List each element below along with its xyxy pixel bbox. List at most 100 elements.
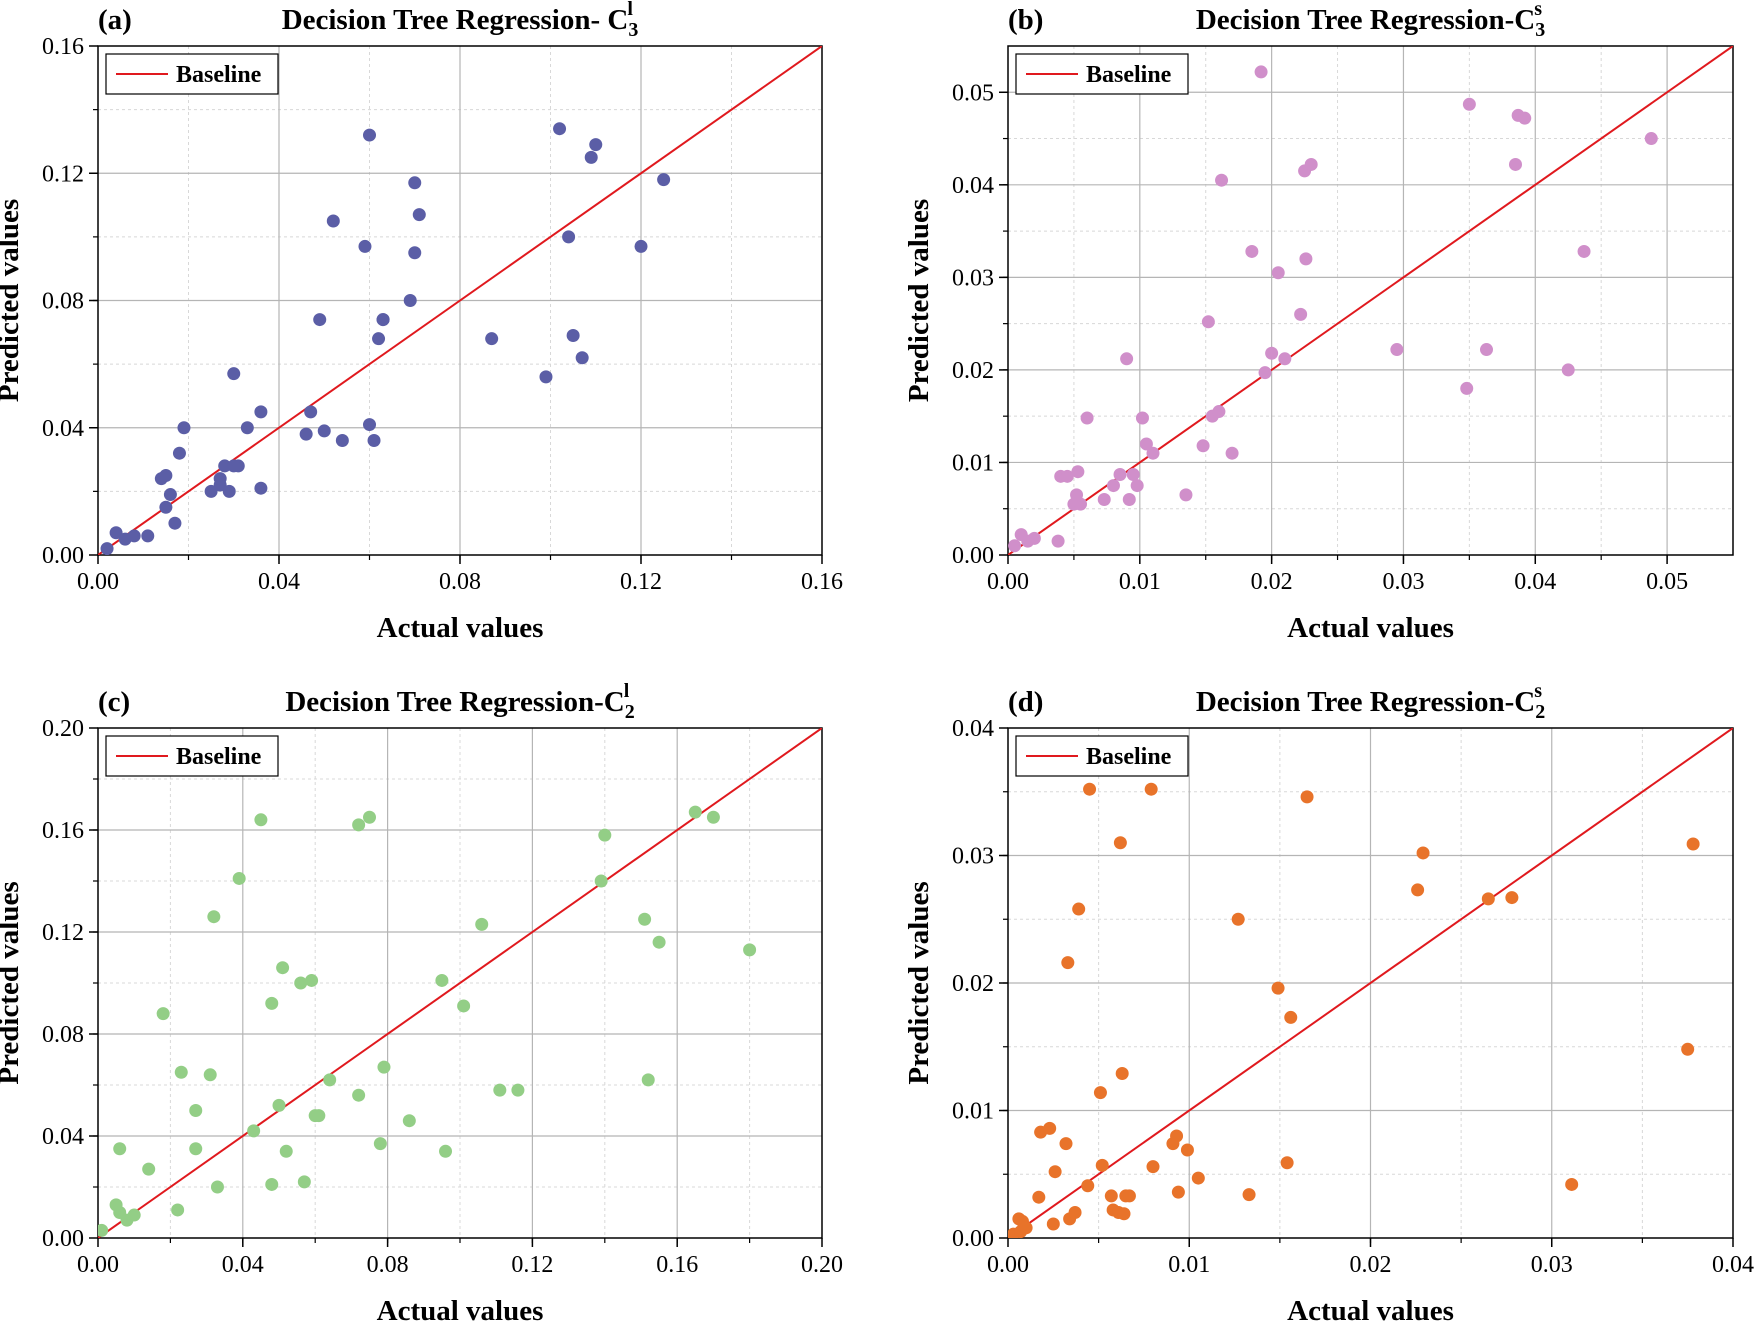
data-point: [373, 1137, 387, 1151]
data-point: [317, 424, 331, 438]
data-point: [1061, 956, 1075, 970]
y-tick-label: 0.01: [952, 450, 994, 476]
data-point: [1117, 1207, 1131, 1221]
data-point: [141, 529, 155, 543]
data-point: [408, 246, 422, 260]
y-tick-label: 0.08: [42, 289, 84, 315]
data-point: [189, 1104, 203, 1117]
panel-title: Decision Tree Regression-C3s: [1196, 0, 1545, 41]
y-tick-label: 0.08: [42, 1022, 84, 1048]
data-point: [174, 1065, 188, 1079]
data-point: [1106, 479, 1120, 493]
data-point: [305, 973, 319, 987]
data-point: [213, 472, 227, 486]
data-point: [1122, 492, 1136, 506]
data-point: [312, 1109, 326, 1123]
data-point: [1686, 837, 1700, 851]
data-point: [299, 427, 313, 441]
x-tick-label: 0.08: [367, 1252, 409, 1278]
data-point: [1390, 343, 1404, 357]
data-point: [163, 488, 177, 502]
x-tick-label: 0.04: [1514, 569, 1556, 595]
y-tick-label: 0.02: [952, 971, 994, 997]
panel-title-subscript: 3: [1535, 19, 1545, 41]
panel-c: 0.00 0.04 0.08 0.12 0.16 0.20 0.00 0.04 0.08 0.12…: [0, 680, 843, 1325]
data-point: [1681, 1042, 1695, 1056]
x-tick-label: 0.00: [77, 1252, 119, 1278]
y-tick-label: 0.00: [42, 1226, 84, 1252]
panel-title: Decision Tree Regression- C3l: [282, 0, 639, 41]
data-point: [1120, 352, 1134, 366]
data-point: [1043, 1121, 1057, 1135]
data-point: [313, 313, 327, 327]
data-point: [1122, 1189, 1136, 1203]
data-point: [1113, 836, 1127, 850]
y-axis-title: Predicted values: [0, 199, 25, 402]
data-point: [297, 1175, 311, 1189]
data-point: [326, 214, 340, 228]
data-point: [1212, 405, 1226, 419]
data-point: [304, 405, 318, 419]
data-point: [372, 332, 386, 346]
data-point: [1201, 315, 1215, 329]
panel-label: (b): [1008, 4, 1043, 36]
baseline-line: [1008, 728, 1733, 1238]
data-point: [113, 1142, 127, 1156]
legend-label: Baseline: [176, 62, 262, 88]
panel-title-text: Decision Tree Regression-C: [285, 686, 624, 718]
data-point: [227, 367, 241, 381]
data-point: [638, 912, 652, 926]
data-point: [1083, 782, 1097, 796]
data-point: [254, 481, 268, 495]
x-tick-label: 0.05: [1646, 569, 1688, 595]
x-tick-label: 0.12: [511, 1252, 553, 1278]
data-point: [1072, 902, 1086, 916]
data-point: [172, 446, 186, 460]
y-tick-label: 0.04: [42, 1124, 84, 1150]
data-point: [1481, 892, 1495, 906]
x-tick-label: 0.16: [801, 569, 843, 595]
data-point: [1561, 363, 1575, 377]
data-point: [1051, 534, 1065, 548]
panel-title-superscript: s: [1534, 0, 1542, 20]
data-point: [1093, 1086, 1107, 1100]
data-point: [575, 351, 589, 365]
data-point: [1254, 65, 1268, 79]
y-tick-label: 0.01: [952, 1099, 994, 1125]
data-point: [1284, 1010, 1298, 1024]
data-point: [276, 961, 290, 975]
x-axis-title: Actual values: [1287, 1295, 1454, 1325]
data-point: [475, 917, 489, 931]
data-point: [1095, 1158, 1109, 1172]
data-layer: [1008, 46, 1733, 555]
data-point: [1019, 1221, 1033, 1235]
data-point: [210, 1180, 224, 1194]
data-point: [159, 500, 173, 514]
y-axis-title: Predicted values: [0, 881, 25, 1084]
data-point: [688, 805, 702, 819]
data-point: [279, 1144, 293, 1158]
data-point: [1071, 465, 1085, 479]
legend: Baseline: [1015, 53, 1189, 95]
data-point: [247, 1124, 261, 1138]
data-point: [222, 484, 236, 498]
data-point: [553, 122, 567, 136]
data-point: [1196, 439, 1210, 453]
y-tick-label: 0.00: [42, 543, 84, 569]
y-tick-label: 0.04: [952, 716, 994, 742]
data-point: [142, 1162, 156, 1176]
data-point: [743, 943, 757, 957]
data-point: [1146, 446, 1160, 460]
data-point: [1048, 1165, 1062, 1179]
x-tick-label: 0.00: [987, 569, 1029, 595]
data-point: [1271, 266, 1285, 280]
data-point: [254, 405, 268, 419]
data-point: [1280, 1156, 1294, 1170]
data-point: [511, 1083, 525, 1097]
data-point: [127, 1208, 141, 1222]
data-point: [1462, 97, 1476, 111]
data-point: [1231, 912, 1245, 926]
panel-label: (d): [1008, 686, 1043, 718]
data-point: [412, 208, 426, 222]
data-layer: [98, 46, 822, 555]
